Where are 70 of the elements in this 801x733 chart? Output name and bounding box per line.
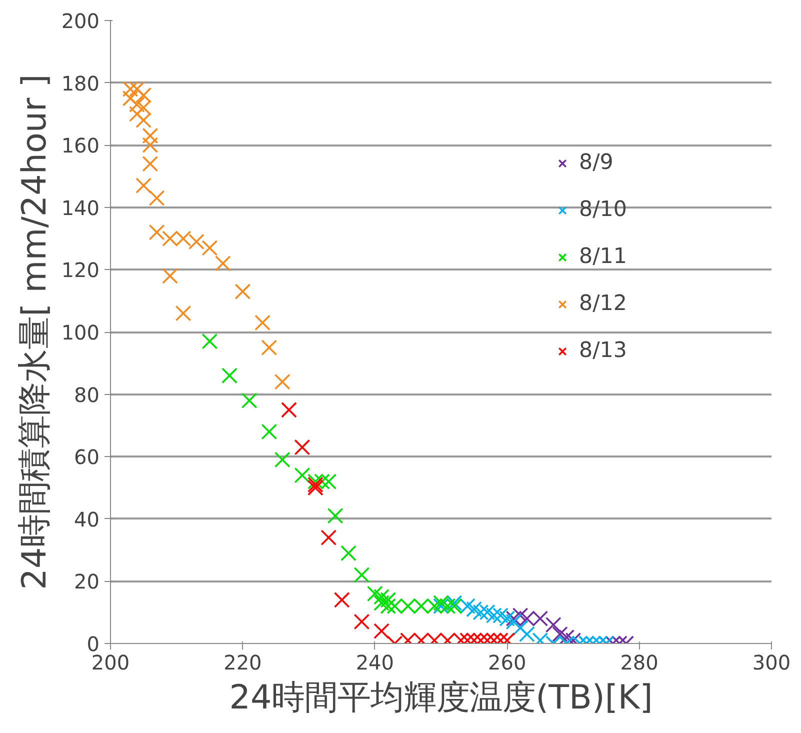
point — [136, 100, 152, 116]
point — [202, 240, 218, 256]
y-tick-label: 160 — [61, 134, 100, 158]
point — [354, 614, 370, 630]
point — [307, 476, 324, 493]
y-tick-label: 100 — [61, 320, 100, 344]
y-tick-label: 200 — [61, 9, 100, 33]
point — [214, 255, 231, 272]
y-tick-label: 80 — [74, 382, 100, 407]
point — [128, 106, 145, 122]
point — [261, 340, 278, 356]
point — [340, 545, 356, 562]
point — [518, 626, 535, 642]
point — [128, 96, 145, 113]
point — [202, 333, 218, 350]
point — [506, 614, 522, 630]
point — [512, 607, 528, 624]
point — [354, 567, 370, 583]
legend-label: 8/9 — [579, 150, 614, 175]
point — [241, 392, 258, 408]
point — [552, 626, 568, 642]
point — [142, 156, 158, 172]
point — [314, 474, 330, 490]
point — [254, 314, 270, 331]
y-axis-title: 24時間積算降水量[ mm/24hour ] — [14, 74, 54, 590]
point — [162, 268, 178, 284]
point — [122, 81, 138, 97]
point — [294, 467, 310, 484]
point — [545, 616, 562, 633]
x-tick-label: 280 — [620, 650, 658, 674]
point — [366, 586, 383, 602]
y-tick-label: 180 — [61, 71, 100, 96]
point — [222, 368, 238, 384]
point — [320, 530, 337, 546]
point — [307, 480, 324, 496]
point — [327, 508, 344, 524]
point — [261, 424, 278, 440]
point — [512, 620, 528, 636]
x-tick-label: 260 — [488, 650, 526, 674]
point — [128, 81, 145, 97]
point — [148, 190, 165, 206]
point — [175, 305, 192, 322]
y-tick-label: 20 — [74, 570, 100, 594]
y-tick-label: 40 — [74, 507, 100, 532]
point — [374, 588, 390, 605]
point — [380, 598, 396, 614]
x-tick-label: 240 — [356, 650, 394, 674]
point — [274, 374, 290, 390]
point — [142, 128, 158, 144]
point — [281, 402, 297, 418]
point — [274, 452, 290, 468]
x-tick-label: 220 — [224, 650, 262, 674]
point — [374, 623, 390, 640]
x-axis-title: 24時間平均輝度温度(TB)[K] — [229, 678, 653, 716]
point — [234, 284, 251, 300]
y-tick-label: 140 — [61, 196, 100, 220]
point — [294, 439, 310, 456]
y-tick-label: 120 — [61, 258, 100, 282]
legend-label: 8/10 — [579, 197, 627, 222]
point — [148, 224, 165, 240]
point — [334, 592, 350, 608]
legend-label: 8/11 — [579, 244, 627, 269]
point — [380, 592, 396, 608]
y-tick-label: 60 — [74, 445, 100, 470]
x-tick-label: 300 — [752, 650, 791, 674]
point — [136, 112, 152, 128]
legend-label: 8/13 — [579, 338, 627, 363]
point — [136, 178, 152, 194]
point — [142, 137, 158, 154]
legend-label: 8/12 — [579, 291, 627, 316]
